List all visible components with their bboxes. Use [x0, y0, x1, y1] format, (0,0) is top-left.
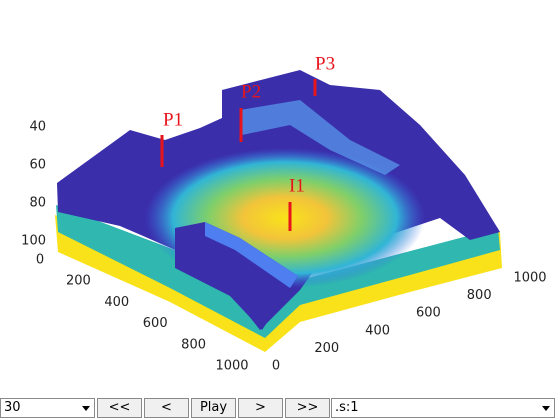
channel: [240, 100, 400, 175]
y-tick-label: 200: [314, 341, 339, 356]
y-tick-label: 1000: [513, 271, 546, 286]
x-tick-label: 1000: [215, 359, 248, 374]
z-tick-label: 40: [29, 120, 46, 135]
z-tick-label: 100: [21, 234, 46, 249]
x-tick-label: 600: [143, 316, 168, 331]
front-cut: [175, 222, 298, 330]
nav-button[interactable]: >>: [285, 398, 330, 418]
x-tick-label: 400: [104, 295, 129, 310]
front-cut-face: [205, 222, 298, 288]
y-tick-label: 400: [365, 323, 390, 338]
well-label: P1: [163, 109, 183, 130]
y-tick-label: 600: [416, 306, 441, 321]
nav-button[interactable]: >: [238, 398, 283, 418]
x-tick-label: 200: [66, 274, 91, 289]
z-tick-label: 80: [29, 196, 46, 211]
nav-button[interactable]: <: [144, 398, 189, 418]
x-tick-label: 800: [181, 337, 206, 352]
well-label: P3: [315, 53, 335, 74]
nav-button[interactable]: Play: [191, 398, 236, 418]
z-tick-label: 60: [29, 158, 46, 173]
x-tick-label: 0: [36, 253, 44, 268]
well-label: P2: [241, 81, 261, 102]
state-dropdown[interactable]: .s:1: [331, 398, 555, 418]
plot-3d: P1 P2 P3 I1 0 200 400 600 800 1000 0 200 400 600 8…: [21, 53, 546, 374]
well-label: I1: [289, 175, 305, 196]
y-tick-label: 800: [467, 288, 492, 303]
step-dropdown[interactable]: 30: [0, 398, 95, 418]
y-tick-label: 0: [272, 359, 280, 374]
nav-button[interactable]: <<: [97, 398, 142, 418]
